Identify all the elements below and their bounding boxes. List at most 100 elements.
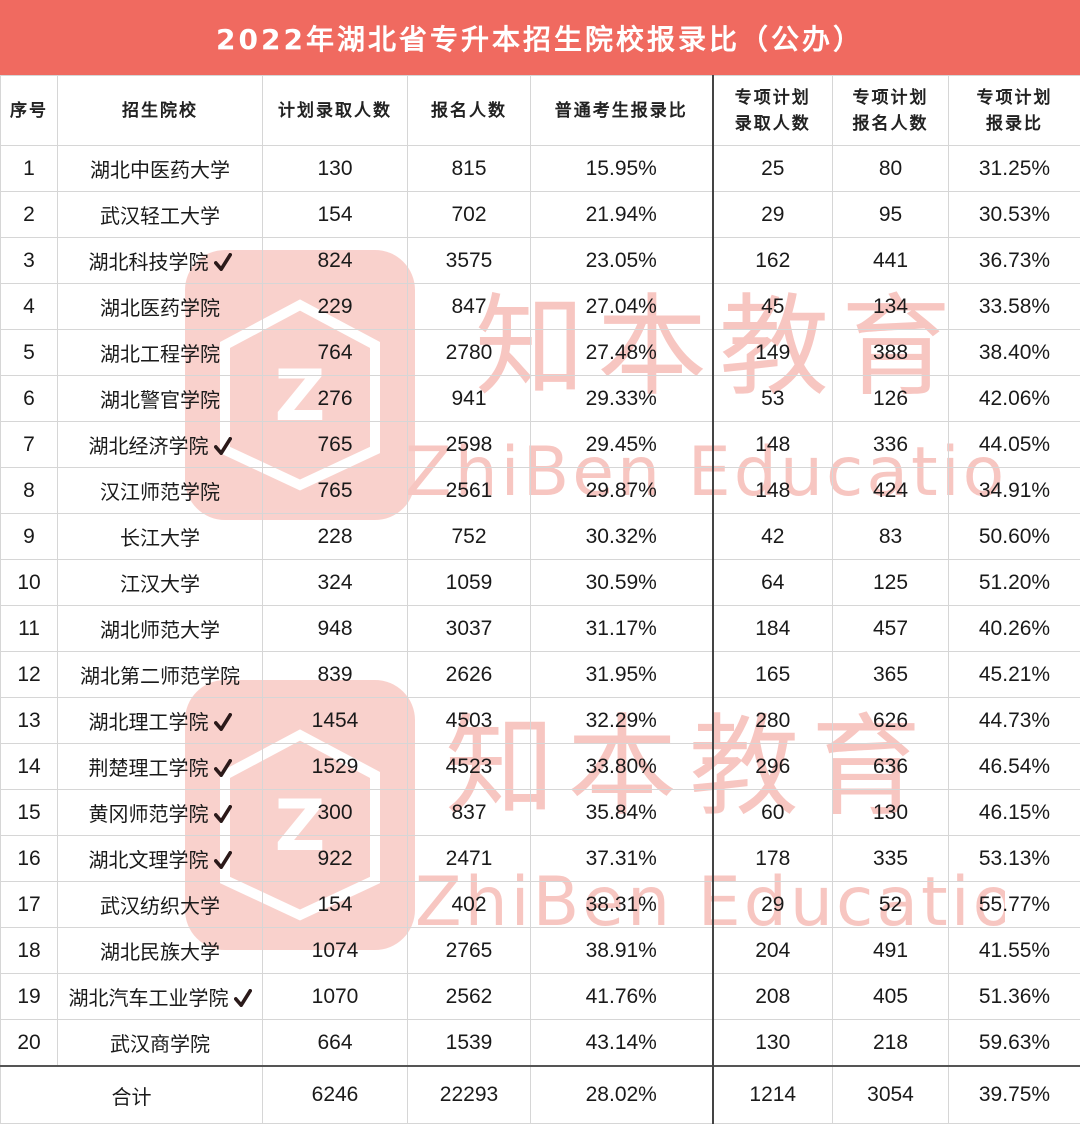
plan-count: 1454 <box>263 698 408 744</box>
special-admission-ratio: 59.63% <box>949 1020 1080 1067</box>
special-plan-count: 29 <box>713 882 833 928</box>
row-number: 3 <box>1 238 58 284</box>
special-admission-ratio: 45.21% <box>949 652 1080 698</box>
applicant-count: 3037 <box>408 606 531 652</box>
school-name: 湖北警官学院 <box>58 376 263 422</box>
school-name-text: 湖北民族大学 <box>100 940 220 964</box>
col-header-sp-plan: 专项计划录取人数 <box>713 76 833 146</box>
special-admission-ratio: 50.60% <box>949 514 1080 560</box>
special-plan-count: 64 <box>713 560 833 606</box>
school-name-text: 长江大学 <box>120 526 200 550</box>
school-name: 湖北民族大学 <box>58 928 263 974</box>
school-name: 湖北汽车工业学院 <box>58 974 263 1020</box>
col-header-school: 招生院校 <box>58 76 263 146</box>
applicant-count: 2598 <box>408 422 531 468</box>
special-admission-ratio: 44.73% <box>949 698 1080 744</box>
row-number: 17 <box>1 882 58 928</box>
plan-count: 1529 <box>263 744 408 790</box>
row-number: 10 <box>1 560 58 606</box>
school-name: 湖北医药学院 <box>58 284 263 330</box>
total-ratio: 28.02% <box>531 1066 713 1124</box>
applicant-count: 2471 <box>408 836 531 882</box>
school-name-text: 湖北工程学院 <box>100 342 220 366</box>
school-name: 湖北经济学院 <box>58 422 263 468</box>
school-name-text: 武汉轻工大学 <box>100 204 220 228</box>
total-plan: 6246 <box>263 1066 408 1124</box>
admission-ratio: 33.80% <box>531 744 713 790</box>
school-name-text: 武汉纺织大学 <box>100 894 220 918</box>
special-applicant-count: 491 <box>833 928 949 974</box>
special-plan-count: 165 <box>713 652 833 698</box>
plan-count: 765 <box>263 468 408 514</box>
row-number: 6 <box>1 376 58 422</box>
special-applicant-count: 52 <box>833 882 949 928</box>
special-plan-count: 162 <box>713 238 833 284</box>
row-number: 8 <box>1 468 58 514</box>
special-plan-count: 60 <box>713 790 833 836</box>
plan-count: 824 <box>263 238 408 284</box>
special-applicant-count: 134 <box>833 284 949 330</box>
applicant-count: 4503 <box>408 698 531 744</box>
applicant-count: 2561 <box>408 468 531 514</box>
col-header-no: 序号 <box>1 76 58 146</box>
special-applicant-count: 80 <box>833 146 949 192</box>
school-name: 荆楚理工学院 <box>58 744 263 790</box>
special-plan-count: 184 <box>713 606 833 652</box>
plan-count: 948 <box>263 606 408 652</box>
col-header-plan: 计划录取人数 <box>263 76 408 146</box>
special-applicant-count: 125 <box>833 560 949 606</box>
special-admission-ratio: 44.05% <box>949 422 1080 468</box>
special-applicant-count: 83 <box>833 514 949 560</box>
special-applicant-count: 336 <box>833 422 949 468</box>
row-number: 14 <box>1 744 58 790</box>
plan-count: 229 <box>263 284 408 330</box>
applicant-count: 3575 <box>408 238 531 284</box>
school-name: 武汉商学院 <box>58 1020 263 1067</box>
checkmark-icon <box>214 805 232 823</box>
school-name-text: 汉江师范学院 <box>100 480 220 504</box>
admission-ratio: 27.04% <box>531 284 713 330</box>
admission-ratio: 29.33% <box>531 376 713 422</box>
applicant-count: 402 <box>408 882 531 928</box>
row-number: 11 <box>1 606 58 652</box>
school-name-text: 黄冈师范学院 <box>89 802 209 826</box>
special-applicant-count: 626 <box>833 698 949 744</box>
plan-count: 839 <box>263 652 408 698</box>
special-applicant-count: 218 <box>833 1020 949 1067</box>
admission-ratio: 29.45% <box>531 422 713 468</box>
special-admission-ratio: 51.36% <box>949 974 1080 1020</box>
admission-ratio-table: 序号 招生院校 计划录取人数 报名人数 普通考生报录比 专项计划录取人数 专项计… <box>0 75 1080 1124</box>
special-applicant-count: 457 <box>833 606 949 652</box>
admission-ratio: 21.94% <box>531 192 713 238</box>
row-number: 9 <box>1 514 58 560</box>
school-name: 湖北中医药大学 <box>58 146 263 192</box>
school-name: 武汉轻工大学 <box>58 192 263 238</box>
checkmark-icon <box>214 759 232 777</box>
plan-count: 764 <box>263 330 408 376</box>
admission-ratio: 43.14% <box>531 1020 713 1067</box>
page-title: 2022年湖北省专升本招生院校报录比（公办） <box>0 0 1080 75</box>
admission-ratio: 27.48% <box>531 330 713 376</box>
school-name: 湖北文理学院 <box>58 836 263 882</box>
row-number: 19 <box>1 974 58 1020</box>
special-applicant-count: 365 <box>833 652 949 698</box>
total-sp-plan: 1214 <box>713 1066 833 1124</box>
special-plan-count: 130 <box>713 1020 833 1067</box>
school-name-text: 湖北文理学院 <box>89 848 209 872</box>
applicant-count: 2562 <box>408 974 531 1020</box>
plan-count: 664 <box>263 1020 408 1067</box>
school-name: 湖北第二师范学院 <box>58 652 263 698</box>
school-name-text: 湖北警官学院 <box>100 388 220 412</box>
applicant-count: 1539 <box>408 1020 531 1067</box>
plan-count: 922 <box>263 836 408 882</box>
special-admission-ratio: 41.55% <box>949 928 1080 974</box>
school-name-text: 江汉大学 <box>120 572 200 596</box>
